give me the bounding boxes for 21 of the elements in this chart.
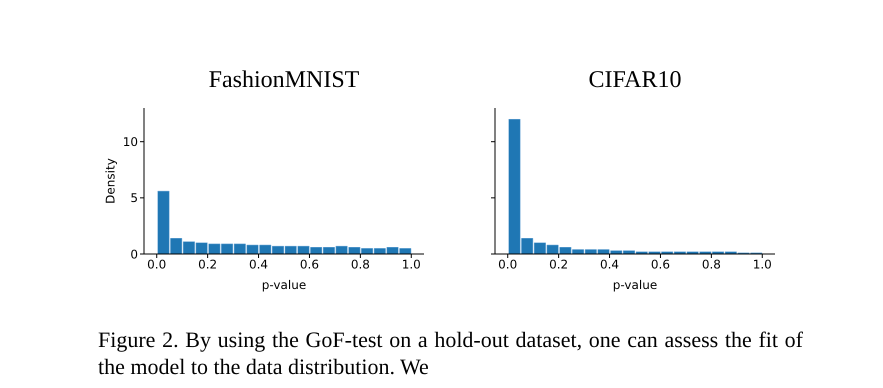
chart-title: FashionMNIST: [208, 67, 360, 94]
chart-title: CIFAR10: [588, 67, 682, 94]
x-tick-label: 0.0: [147, 258, 166, 272]
x-tick-label: 0.8: [350, 258, 370, 272]
x-tick-label: 0.4: [249, 258, 268, 272]
y-tick-label: 0: [130, 247, 138, 262]
x-tick-label: 0.2: [198, 258, 218, 272]
y-axis-title: Density: [103, 158, 118, 204]
x-tick-label: 0.6: [300, 258, 319, 272]
x-tick-label: 0.2: [549, 258, 568, 272]
x-tick-label: 1.0: [752, 258, 772, 272]
y-tick-label: 5: [130, 191, 138, 206]
x-tick-label: 0.4: [600, 258, 620, 272]
x-axis-title: p-value: [612, 278, 658, 292]
y-tick-label: 10: [122, 134, 138, 149]
x-tick-label: 0.0: [498, 258, 518, 272]
x-tick-label: 1.0: [402, 258, 421, 272]
x-axis-title: p-value: [262, 278, 306, 292]
caption: Figure 2. By using the GoF-test on a hold-out dataset, one can assess the fit of the model to the data distribution. We: [98, 327, 803, 379]
x-tick-label: 0.8: [702, 258, 721, 272]
x-tick-label: 0.6: [650, 258, 670, 272]
